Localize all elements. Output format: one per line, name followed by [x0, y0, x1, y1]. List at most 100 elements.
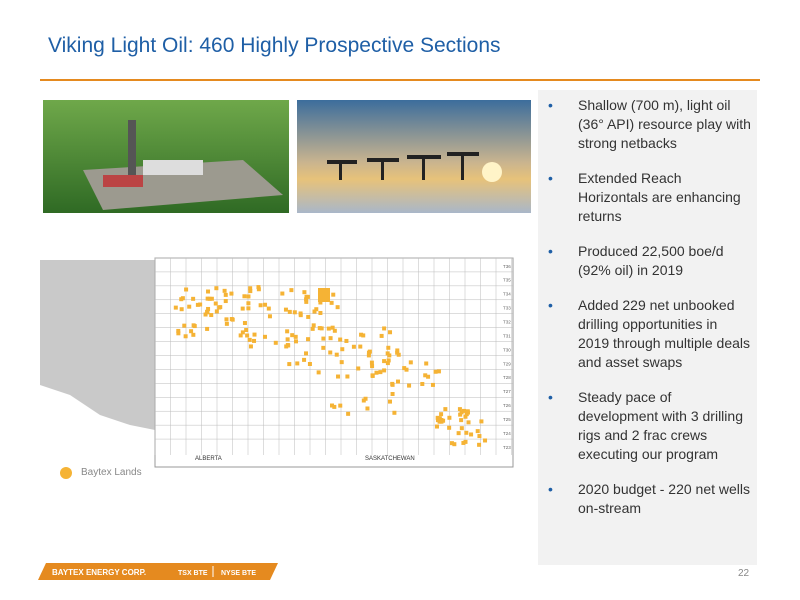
land-parcel: [426, 374, 431, 379]
land-parcel: [209, 313, 214, 318]
land-parcel: [328, 336, 333, 341]
land-parcel: [244, 328, 249, 333]
land-parcel: [273, 340, 278, 345]
land-parcel: [240, 306, 245, 311]
land-parcel: [390, 392, 395, 397]
land-parcel: [423, 373, 428, 378]
land-parcel: [457, 407, 462, 412]
land-parcel: [475, 429, 480, 434]
land-parcel: [369, 360, 374, 365]
land-parcel: [395, 350, 400, 355]
land-parcel: [304, 294, 309, 299]
land-parcel: [293, 339, 298, 344]
land-parcel: [420, 381, 425, 386]
land-parcel: [338, 337, 343, 342]
township-label: T34: [503, 292, 511, 297]
land-parcel: [392, 410, 397, 415]
company-name: BAYTEX ENERGY CORP.: [52, 568, 146, 577]
land-parcel: [424, 361, 429, 366]
land-parcel: [238, 333, 243, 338]
land-parcel: [331, 292, 336, 297]
land-parcel: [386, 345, 391, 350]
land-parcel: [385, 351, 390, 356]
land-parcel: [386, 358, 391, 363]
land-parcel: [307, 361, 312, 366]
township-label: T32: [503, 319, 511, 324]
map: ALBERTA SASKATCHEWAN T36 T35 T34 T33 T32 T31 T…: [40, 257, 514, 479]
land-parcel: [222, 288, 227, 293]
land-parcel: [433, 369, 438, 374]
land-parcel: [330, 403, 335, 408]
land-parcel: [447, 415, 452, 420]
land-parcel: [366, 350, 371, 355]
land-parcel: [267, 314, 272, 319]
land-parcel: [191, 332, 196, 337]
land-parcel: [285, 329, 290, 334]
township-label: T35: [503, 278, 511, 283]
legend-label: Baytex Lands: [81, 467, 142, 478]
land-parcel: [304, 299, 309, 304]
land-parcel: [266, 306, 271, 311]
land-parcel: [395, 348, 400, 353]
land-parcel: [463, 439, 468, 444]
land-parcel: [245, 333, 250, 338]
land-parcel: [285, 337, 290, 342]
land-parcel: [351, 344, 356, 349]
land-parcel: [462, 408, 467, 413]
land-parcel: [378, 370, 383, 375]
land-parcel: [456, 431, 461, 436]
province-label: ALBERTA: [195, 456, 222, 462]
land-parcel: [248, 289, 253, 294]
land-parcel: [338, 403, 343, 408]
land-parcel: [390, 381, 395, 386]
township-label: T27: [503, 389, 511, 394]
land-parcel: [382, 368, 387, 373]
land-parcel: [329, 300, 334, 305]
province-label: SASKATCHEWAN: [365, 456, 415, 462]
land-parcel: [345, 374, 350, 379]
land-parcel: [388, 330, 393, 335]
land-parcel: [358, 344, 363, 349]
land-parcel: [248, 286, 253, 291]
land-parcel: [483, 438, 488, 443]
land-parcel: [439, 419, 444, 424]
land-parcel: [466, 420, 471, 425]
land-parcel: [312, 309, 317, 314]
land-parcel: [395, 379, 400, 384]
legend-swatch: [60, 467, 72, 479]
land-parcel: [340, 347, 345, 352]
land-parcel: [370, 364, 375, 369]
bullet-panel: Shallow (700 m), light oil (36° API) res…: [538, 90, 757, 565]
township-label: T31: [503, 333, 511, 338]
photo-pumpjacks: [297, 100, 531, 213]
land-parcel: [469, 432, 474, 437]
land-parcel: [304, 351, 309, 356]
land-parcel: [189, 329, 194, 334]
land-parcel: [465, 409, 470, 414]
land-parcel: [256, 287, 261, 292]
land-parcel: [477, 434, 482, 439]
bullet: 2020 budget - 220 net wells on-stream: [538, 480, 751, 518]
nyse-ticker: NYSE BTE: [221, 570, 256, 577]
land-parcel: [187, 304, 192, 309]
land-parcel: [387, 353, 392, 358]
land-parcel: [314, 307, 319, 312]
land-parcel: [205, 326, 210, 331]
land-parcel: [256, 285, 261, 290]
bullet: Extended Reach Horizontals are enhancing…: [538, 169, 751, 226]
land-parcel: [248, 344, 253, 349]
land-parcel: [379, 333, 384, 338]
township-label: T29: [503, 361, 511, 366]
township-label: T23: [503, 445, 511, 450]
land-parcel: [435, 415, 440, 420]
land-parcel: [339, 360, 344, 365]
land-parcel: [477, 442, 482, 447]
land-parcel: [318, 288, 330, 302]
land-parcel: [252, 338, 257, 343]
land-parcel: [263, 302, 268, 307]
land-parcel: [229, 317, 234, 322]
land-parcel: [306, 314, 311, 319]
land-parcel: [404, 367, 409, 372]
land-parcel: [205, 296, 210, 301]
land-parcel: [459, 418, 464, 423]
